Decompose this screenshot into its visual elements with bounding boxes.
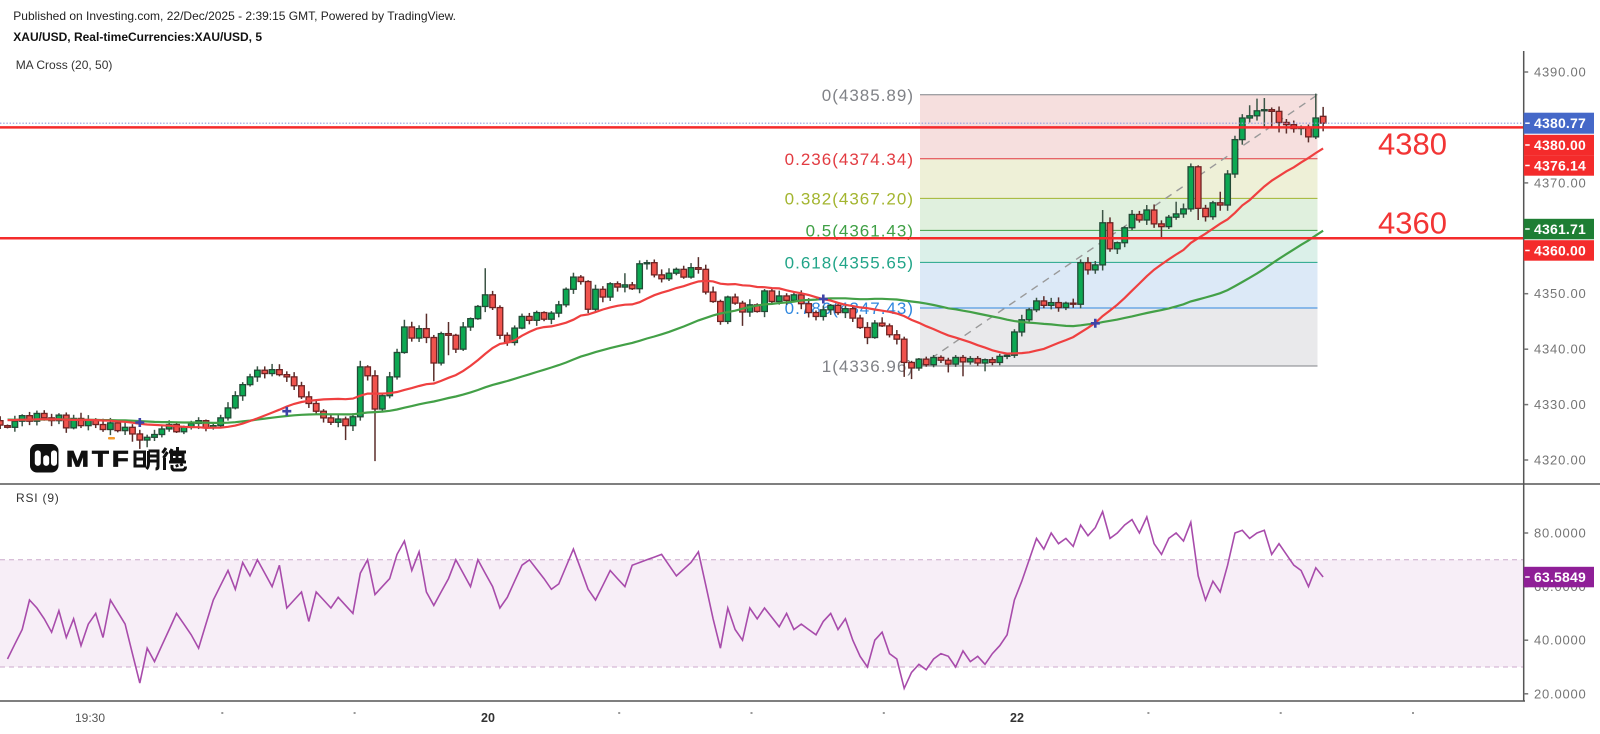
svg-text:RSI (9): RSI (9) <box>16 491 60 505</box>
svg-text:4380.00: 4380.00 <box>1534 137 1586 153</box>
svg-text:1(4336.96): 1(4336.96) <box>822 357 914 376</box>
svg-text:0.236(4374.34): 0.236(4374.34) <box>785 150 914 169</box>
svg-text:0(4385.89): 0(4385.89) <box>822 86 914 105</box>
svg-text:4376.14: 4376.14 <box>1534 158 1586 174</box>
svg-text:4330.00: 4330.00 <box>1534 397 1587 412</box>
svg-text:63.5849: 63.5849 <box>1534 569 1586 585</box>
svg-text:0.382(4367.20): 0.382(4367.20) <box>785 189 914 208</box>
svg-text:4360: 4360 <box>1378 206 1447 241</box>
svg-text:4380: 4380 <box>1378 127 1447 162</box>
svg-text:4360.00: 4360.00 <box>1534 243 1586 259</box>
svg-text:80.0000: 80.0000 <box>1534 526 1587 541</box>
svg-text:MA Cross (20, 50): MA Cross (20, 50) <box>16 58 113 72</box>
svg-text:XAU/USD, Real-timeCurrencies:X: XAU/USD, Real-timeCurrencies:XAU/USD, 5 <box>13 30 262 44</box>
svg-text:20: 20 <box>481 711 495 725</box>
svg-text:Published on Investing.com, 22: Published on Investing.com, 22/Dec/2025 … <box>13 9 456 23</box>
svg-text:0.5(4361.43): 0.5(4361.43) <box>806 221 914 240</box>
svg-text:40.0000: 40.0000 <box>1534 633 1587 648</box>
svg-text:20.0000: 20.0000 <box>1534 686 1587 701</box>
svg-text:4340.00: 4340.00 <box>1534 342 1587 357</box>
svg-text:4350.00: 4350.00 <box>1534 286 1587 301</box>
svg-text:4380.77: 4380.77 <box>1534 115 1586 131</box>
svg-text:4390.00: 4390.00 <box>1534 65 1587 80</box>
svg-text:0.618(4355.65): 0.618(4355.65) <box>785 253 914 272</box>
svg-text:4370.00: 4370.00 <box>1534 175 1587 190</box>
svg-text:22: 22 <box>1010 711 1024 725</box>
svg-text:4320.00: 4320.00 <box>1534 453 1587 468</box>
svg-text:4361.71: 4361.71 <box>1534 221 1586 237</box>
svg-text:MTF: MTF <box>66 447 132 472</box>
svg-text:19:30: 19:30 <box>75 711 105 725</box>
